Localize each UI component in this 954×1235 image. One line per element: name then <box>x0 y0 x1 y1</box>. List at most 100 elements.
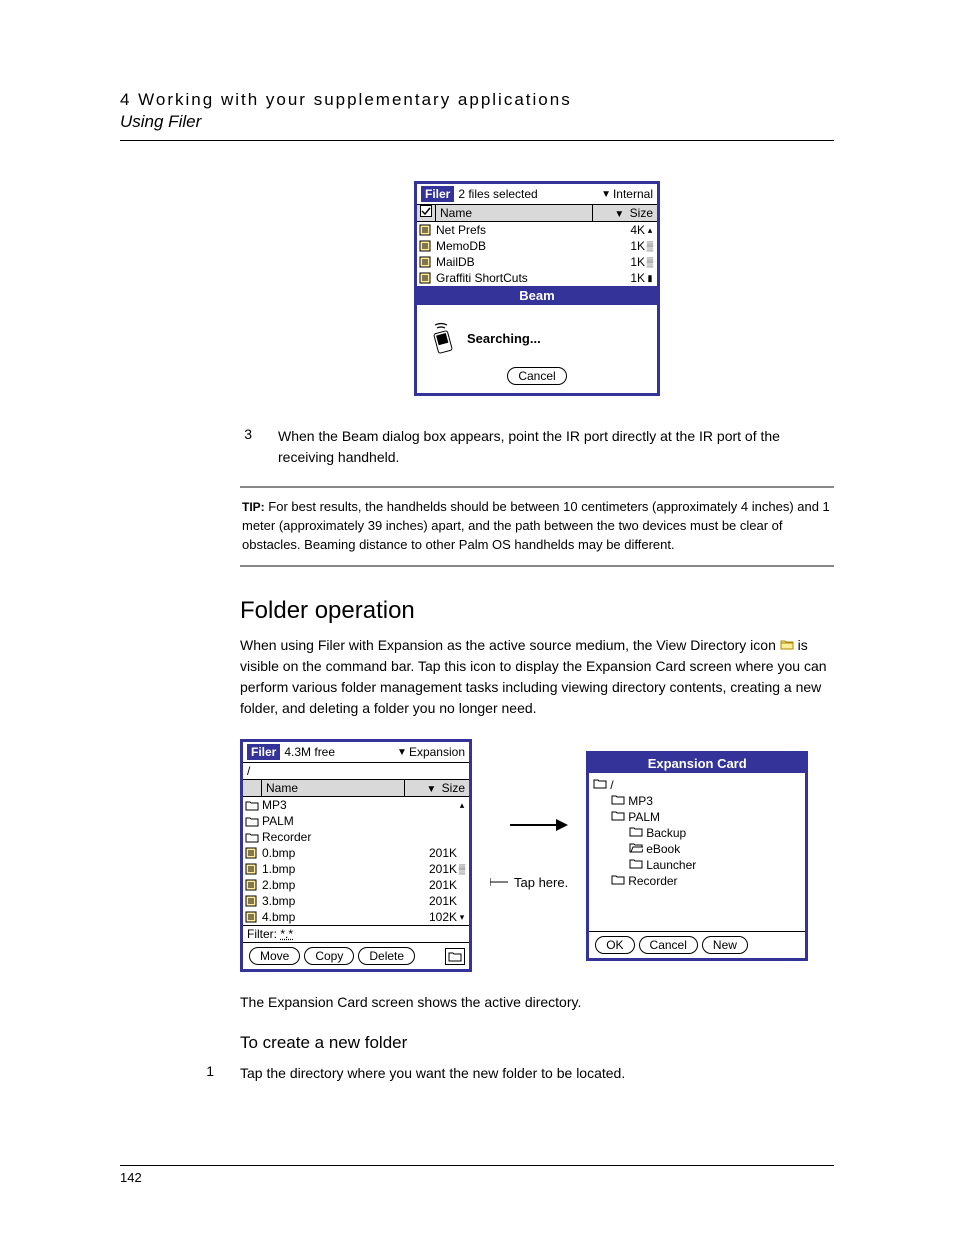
table-row[interactable]: MailDB1K▒ <box>417 254 657 270</box>
file-size: 201K <box>417 893 457 909</box>
new-button[interactable]: New <box>702 936 748 954</box>
file-icon <box>419 256 433 268</box>
beam-body: Searching... <box>417 305 657 363</box>
folder-tree: /MP3PALMBackupeBookLauncherRecorder <box>589 773 805 931</box>
file-icon <box>245 847 259 859</box>
file-size: 102K <box>417 909 457 925</box>
step-number: 3 <box>240 426 252 468</box>
footer-rule <box>120 1165 834 1166</box>
file-size: 4K <box>605 222 645 238</box>
tree-node[interactable]: eBook <box>593 841 801 857</box>
ok-button[interactable]: OK <box>595 936 634 954</box>
section-heading: Folder operation <box>240 597 834 625</box>
tree-node[interactable]: MP3 <box>593 793 801 809</box>
file-name: MP3 <box>262 797 417 813</box>
tree-node[interactable]: Backup <box>593 825 801 841</box>
tree-node[interactable]: PALM <box>593 809 801 825</box>
filter-value[interactable]: *.* <box>280 927 293 941</box>
folder-icon <box>629 857 643 873</box>
file-name: 4.bmp <box>262 909 417 925</box>
table-row[interactable]: 0.bmp201K <box>243 845 469 861</box>
tree-root[interactable]: / <box>610 777 613 793</box>
table-row[interactable]: Graffiti ShortCuts1K▮ <box>417 270 657 286</box>
file-size: 1K <box>605 238 645 254</box>
filer-expansion-window: Filer 4.3M free ▼ Expansion / Name ▼ Siz… <box>240 739 472 972</box>
path-row: / <box>243 763 469 780</box>
check-col <box>243 780 262 796</box>
chapter-title: 4 Working with your supplementary applic… <box>120 90 834 110</box>
view-directory-icon <box>780 635 794 656</box>
table-row[interactable]: MemoDB1K▒ <box>417 238 657 254</box>
folder-icon <box>629 825 643 841</box>
file-icon <box>245 911 259 923</box>
scrollbar[interactable]: ▒ <box>645 254 655 270</box>
col-name[interactable]: Name <box>436 205 593 221</box>
table-header: Name ▼ Size <box>417 205 657 222</box>
tree-node[interactable]: Recorder <box>593 873 801 889</box>
title-text: 2 files selected <box>458 187 599 201</box>
move-button[interactable]: Move <box>249 947 300 965</box>
file-name: PALM <box>262 813 417 829</box>
file-icon <box>245 895 259 907</box>
cancel-button[interactable]: Cancel <box>639 936 698 954</box>
file-icon <box>245 863 259 875</box>
col-size[interactable]: ▼ Size <box>405 780 469 796</box>
tree-node[interactable]: Launcher <box>593 857 801 873</box>
file-name: Recorder <box>262 829 417 845</box>
chevron-down-icon: ▼ <box>426 784 436 795</box>
step-text: When the Beam dialog box appears, point … <box>278 426 834 468</box>
callout-line-icon <box>490 876 510 888</box>
view-directory-icon[interactable] <box>445 948 465 965</box>
expansion-card-window: Expansion Card /MP3PALMBackupeBookLaunch… <box>586 751 808 961</box>
file-icon <box>245 879 259 891</box>
table-row[interactable]: PALM <box>243 813 469 829</box>
scrollbar[interactable]: ▴ <box>457 797 467 813</box>
filer-titlebar: Filer 2 files selected ▼ Internal <box>417 184 657 205</box>
file-size: 1K <box>605 254 645 270</box>
file-name: 0.bmp <box>262 845 417 861</box>
col-size[interactable]: ▼ Size <box>593 205 657 221</box>
scrollbar[interactable]: ▾ <box>457 909 467 925</box>
caption: The Expansion Card screen shows the acti… <box>240 992 834 1013</box>
scrollbar[interactable]: ▒ <box>645 238 655 254</box>
tip-label: TIP: <box>242 500 265 514</box>
cancel-button[interactable]: Cancel <box>507 367 566 385</box>
file-size: 1K <box>605 270 645 286</box>
chevron-down-icon[interactable]: ▼ <box>601 189 611 200</box>
arrow-icon <box>508 815 568 835</box>
chapter-subtitle: Using Filer <box>120 112 834 132</box>
file-name: 3.bmp <box>262 893 417 909</box>
copy-button[interactable]: Copy <box>304 947 354 965</box>
file-icon <box>419 272 433 284</box>
folder-icon <box>611 809 625 825</box>
header-rule <box>120 140 834 141</box>
delete-button[interactable]: Delete <box>358 947 415 965</box>
file-name: MemoDB <box>436 238 605 254</box>
filter-row: Filter: *.* <box>243 925 469 942</box>
scrollbar[interactable]: ▮ <box>645 270 655 286</box>
table-row[interactable]: MP3 ▴ <box>243 797 469 813</box>
file-size: 201K <box>417 877 457 893</box>
table-row[interactable]: 2.bmp201K <box>243 877 469 893</box>
check-all[interactable] <box>417 205 436 221</box>
table-row[interactable]: 3.bmp201K <box>243 893 469 909</box>
chevron-down-icon[interactable]: ▼ <box>397 747 407 758</box>
app-badge: Filer <box>421 186 454 202</box>
table-row[interactable]: Net Prefs4K▴ <box>417 222 657 238</box>
filer-beam-window: Filer 2 files selected ▼ Internal Name ▼… <box>414 181 660 396</box>
file-size: 201K <box>417 861 457 877</box>
table-row[interactable]: 1.bmp201K▒ <box>243 861 469 877</box>
table-row[interactable]: Recorder <box>243 829 469 845</box>
file-name: 1.bmp <box>262 861 417 877</box>
step-text: Tap the directory where you want the new… <box>240 1063 834 1084</box>
expansion-card-title: Expansion Card <box>589 754 805 773</box>
table-row[interactable]: 4.bmp102K▾ <box>243 909 469 925</box>
scrollbar[interactable]: ▒ <box>457 861 467 877</box>
source-menu[interactable]: Internal <box>613 187 653 201</box>
file-name: MailDB <box>436 254 605 270</box>
scrollbar[interactable]: ▴ <box>645 222 655 238</box>
searching-label: Searching... <box>467 331 541 346</box>
col-name[interactable]: Name <box>262 780 405 796</box>
folder-icon <box>629 841 643 857</box>
source-menu[interactable]: Expansion <box>409 745 465 759</box>
